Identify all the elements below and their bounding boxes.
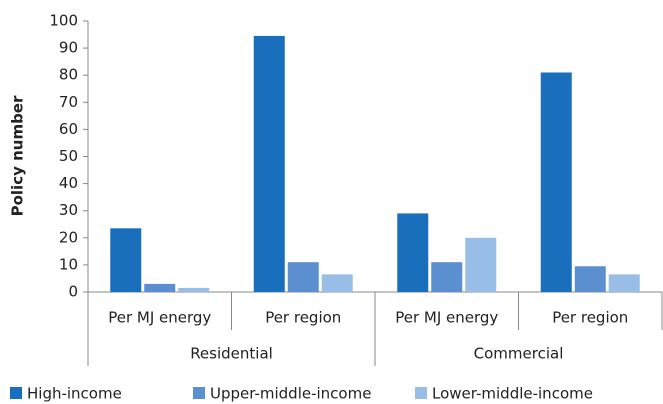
y-tick-label: 10 <box>59 255 78 273</box>
legend-swatch <box>193 387 205 399</box>
legend-label: Upper-middle-income <box>210 385 371 403</box>
y-tick-label: 90 <box>59 39 78 57</box>
x-tick-label: Per region <box>552 309 628 327</box>
bar <box>397 213 429 292</box>
bar <box>431 262 463 292</box>
y-tick-label: 0 <box>68 283 78 301</box>
y-tick-label: 60 <box>59 120 78 138</box>
legend-swatch <box>415 387 427 399</box>
bar <box>465 237 497 292</box>
group-label: Residential <box>190 345 273 363</box>
y-tick-label: 50 <box>59 147 78 165</box>
bar <box>178 287 210 292</box>
x-tick-label: Per region <box>265 309 341 327</box>
y-tick-label: 100 <box>49 12 78 30</box>
bar <box>608 274 640 292</box>
bar <box>144 283 176 292</box>
legend-label: Lower-middle-income <box>432 385 593 403</box>
bar <box>574 266 606 292</box>
y-axis-label: Policy number <box>9 95 27 216</box>
bar <box>287 262 319 292</box>
group-label: Commercial <box>474 345 564 363</box>
legend-label: High-income <box>27 385 122 403</box>
bar <box>540 72 572 293</box>
y-tick-label: 80 <box>59 66 78 84</box>
bar <box>321 274 353 292</box>
y-tick-label: 70 <box>59 93 78 111</box>
x-tick-label: Per MJ energy <box>395 309 498 327</box>
bar <box>253 35 285 292</box>
y-tick-label: 40 <box>59 174 78 192</box>
legend-swatch <box>10 387 22 399</box>
y-tick-label: 20 <box>59 228 78 246</box>
x-tick-label: Per MJ energy <box>108 309 211 327</box>
y-tick-label: 30 <box>59 201 78 219</box>
bar <box>110 228 142 292</box>
